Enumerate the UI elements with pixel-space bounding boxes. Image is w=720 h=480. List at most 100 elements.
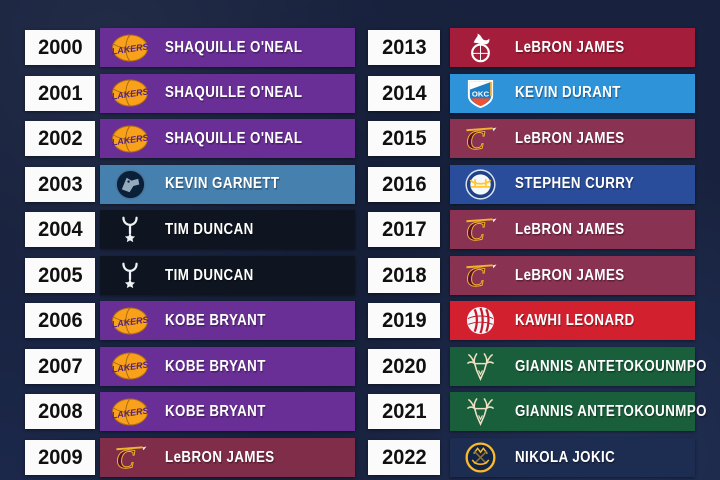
player-name: LeBRON JAMES <box>515 266 625 284</box>
lakers-logo: LAKERS <box>110 124 150 154</box>
winner-bar-2016: STEPHEN CURRY <box>450 164 695 204</box>
lakers-logo: LAKERS <box>110 306 150 336</box>
year-label: 2005 <box>37 263 83 287</box>
year-box: 2020 <box>368 348 440 384</box>
year-box: 2013 <box>368 30 440 65</box>
year-box: 2016 <box>368 166 440 202</box>
winner-bar-2021: GIANNIS ANTETOKOUNMPO <box>450 392 707 432</box>
player-name: KEVIN DURANT <box>515 84 621 102</box>
winner-bar-2022: NIKOLA JOKIC <box>450 437 695 477</box>
year-label: 2008 <box>37 400 83 424</box>
nuggets-logo <box>460 442 500 473</box>
year-box: 2017 <box>368 212 440 248</box>
timberwolves-logo <box>110 168 150 200</box>
svg-text:OKC: OKC <box>471 89 489 98</box>
winner-bar-2001: LAKERS SHAQUILLE O'NEAL <box>100 73 355 113</box>
player-name: KOBE BRYANT <box>165 357 266 375</box>
cavaliers-logo: C <box>110 442 150 473</box>
cavaliers-logo: C <box>460 123 500 154</box>
year-label: 2006 <box>37 309 83 333</box>
player-name: LeBRON JAMES <box>515 220 625 238</box>
year-box: 2004 <box>25 212 95 248</box>
player-name: LeBRON JAMES <box>515 129 625 147</box>
winner-bar-2008: LAKERS KOBE BRYANT <box>100 392 355 432</box>
year-box: 2001 <box>25 75 95 111</box>
year-box: 2006 <box>25 303 95 339</box>
winner-bar-2015: C LeBRON JAMES <box>450 119 695 159</box>
year-label: 2003 <box>37 172 83 196</box>
year-label: 2015 <box>381 127 427 151</box>
svg-text:C: C <box>466 262 485 291</box>
winner-bar-2009: C LeBRON JAMES <box>100 437 355 477</box>
bucks-logo <box>460 351 500 382</box>
player-name: TIM DUNCAN <box>165 266 254 284</box>
cavaliers-logo: C <box>460 260 500 291</box>
player-name: TIM DUNCAN <box>165 220 254 238</box>
winner-bar-2005: TIM DUNCAN <box>100 255 355 295</box>
year-box: 2018 <box>368 257 440 293</box>
winner-bar-2018: C LeBRON JAMES <box>450 255 695 295</box>
winner-bar-2002: LAKERS SHAQUILLE O'NEAL <box>100 119 355 159</box>
player-name: GIANNIS ANTETOKOUNMPO <box>515 357 707 375</box>
svg-text:C: C <box>116 444 135 473</box>
year-box: 2007 <box>25 348 95 384</box>
player-name: KOBE BRYANT <box>165 403 266 421</box>
year-box: 2014 <box>368 75 440 111</box>
lakers-logo: LAKERS <box>110 351 150 381</box>
winner-bar-2000: LAKERS SHAQUILLE O'NEAL <box>100 28 355 67</box>
year-label: 2000 <box>37 36 83 59</box>
raptors-logo <box>460 305 500 336</box>
year-box: 2003 <box>25 166 95 202</box>
lakers-logo: LAKERS <box>110 397 150 427</box>
winner-bar-2003: KEVIN GARNETT <box>100 164 355 204</box>
player-name: NIKOLA JOKIC <box>515 448 616 466</box>
heat-logo <box>460 32 500 64</box>
year-label: 2013 <box>381 36 427 59</box>
year-box: 2015 <box>368 121 440 157</box>
year-box: 2005 <box>25 257 95 293</box>
year-label: 2001 <box>37 81 83 105</box>
winner-bar-2020: GIANNIS ANTETOKOUNMPO <box>450 346 707 386</box>
player-name: KEVIN GARNETT <box>165 175 280 193</box>
player-name: GIANNIS ANTETOKOUNMPO <box>515 403 707 421</box>
winner-bar-2007: LAKERS KOBE BRYANT <box>100 346 355 386</box>
lakers-logo: LAKERS <box>110 78 150 108</box>
svg-text:C: C <box>466 216 485 245</box>
year-box: 2021 <box>368 394 440 430</box>
year-label: 2018 <box>381 263 427 287</box>
winner-bar-2013: LeBRON JAMES <box>450 28 695 67</box>
spurs-logo <box>110 260 150 291</box>
year-label: 2002 <box>37 127 83 151</box>
year-box: 2022 <box>368 439 440 475</box>
year-label: 2007 <box>37 354 83 378</box>
svg-text:C: C <box>466 125 485 154</box>
player-name: SHAQUILLE O'NEAL <box>165 38 303 56</box>
year-box: 2000 <box>25 30 95 65</box>
year-box: 2019 <box>368 303 440 339</box>
player-name: LeBRON JAMES <box>515 38 625 56</box>
year-box: 2002 <box>25 121 95 157</box>
bucks-logo <box>460 396 500 427</box>
winner-bar-2014: OKC KEVIN DURANT <box>450 73 695 113</box>
winner-bar-2006: LAKERS KOBE BRYANT <box>100 301 355 341</box>
year-label: 2016 <box>381 172 427 196</box>
year-label: 2004 <box>37 218 83 242</box>
year-label: 2019 <box>381 309 427 333</box>
player-name: KAWHI LEONARD <box>515 312 635 330</box>
player-name: LeBRON JAMES <box>165 448 275 466</box>
thunder-logo: OKC <box>460 78 500 109</box>
year-box: 2008 <box>25 394 95 430</box>
lakers-logo: LAKERS <box>110 33 150 63</box>
year-label: 2022 <box>381 445 427 469</box>
year-label: 2014 <box>381 81 427 105</box>
year-label: 2009 <box>37 445 83 469</box>
year-label: 2020 <box>381 354 427 378</box>
player-name: KOBE BRYANT <box>165 312 266 330</box>
cavaliers-logo: C <box>460 214 500 245</box>
player-name: SHAQUILLE O'NEAL <box>165 129 303 147</box>
winner-bar-2004: TIM DUNCAN <box>100 210 355 250</box>
winner-bar-2019: KAWHI LEONARD <box>450 301 695 341</box>
year-label: 2017 <box>381 218 427 242</box>
player-name: STEPHEN CURRY <box>515 175 635 193</box>
